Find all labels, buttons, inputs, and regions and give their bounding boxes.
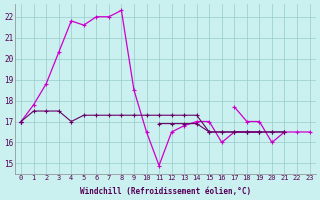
X-axis label: Windchill (Refroidissement éolien,°C): Windchill (Refroidissement éolien,°C) xyxy=(80,187,251,196)
